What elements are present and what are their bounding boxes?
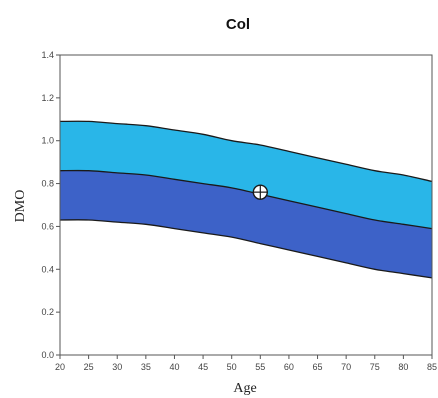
x-tick-label: 75 [370, 362, 380, 372]
x-tick-label: 20 [55, 362, 65, 372]
y-tick-label: 0.6 [41, 221, 54, 231]
y-axis-label: DMO [13, 190, 28, 223]
x-tick-label: 80 [398, 362, 408, 372]
y-tick-label: 1.2 [41, 93, 54, 103]
x-tick-label: 85 [427, 362, 437, 372]
x-tick-label: 25 [84, 362, 94, 372]
x-tick-label: 40 [169, 362, 179, 372]
x-tick-label: 35 [141, 362, 151, 372]
y-tick-label: 0.8 [41, 179, 54, 189]
x-tick-label: 70 [341, 362, 351, 372]
patient-marker [253, 185, 267, 199]
y-tick-label: 0.4 [41, 264, 54, 274]
y-axis: 0.0 0.2 0.4 0.6 0.8 1.0 1.2 1.4 [41, 50, 60, 360]
x-axis: 20 25 30 35 40 45 50 55 60 65 70 75 80 85 [55, 355, 437, 372]
x-tick-label: 50 [227, 362, 237, 372]
chart-title: Col [226, 16, 250, 33]
x-axis-label: Age [233, 381, 256, 396]
x-tick-label: 65 [313, 362, 323, 372]
y-tick-label: 0.2 [41, 307, 54, 317]
y-tick-label: 1.4 [41, 50, 54, 60]
x-tick-label: 45 [198, 362, 208, 372]
y-tick-label: 1.0 [41, 136, 54, 146]
plot-area [60, 55, 432, 355]
x-tick-label: 30 [112, 362, 122, 372]
y-tick-label: 0.0 [41, 350, 54, 360]
x-tick-label: 60 [284, 362, 294, 372]
x-tick-label: 55 [255, 362, 265, 372]
